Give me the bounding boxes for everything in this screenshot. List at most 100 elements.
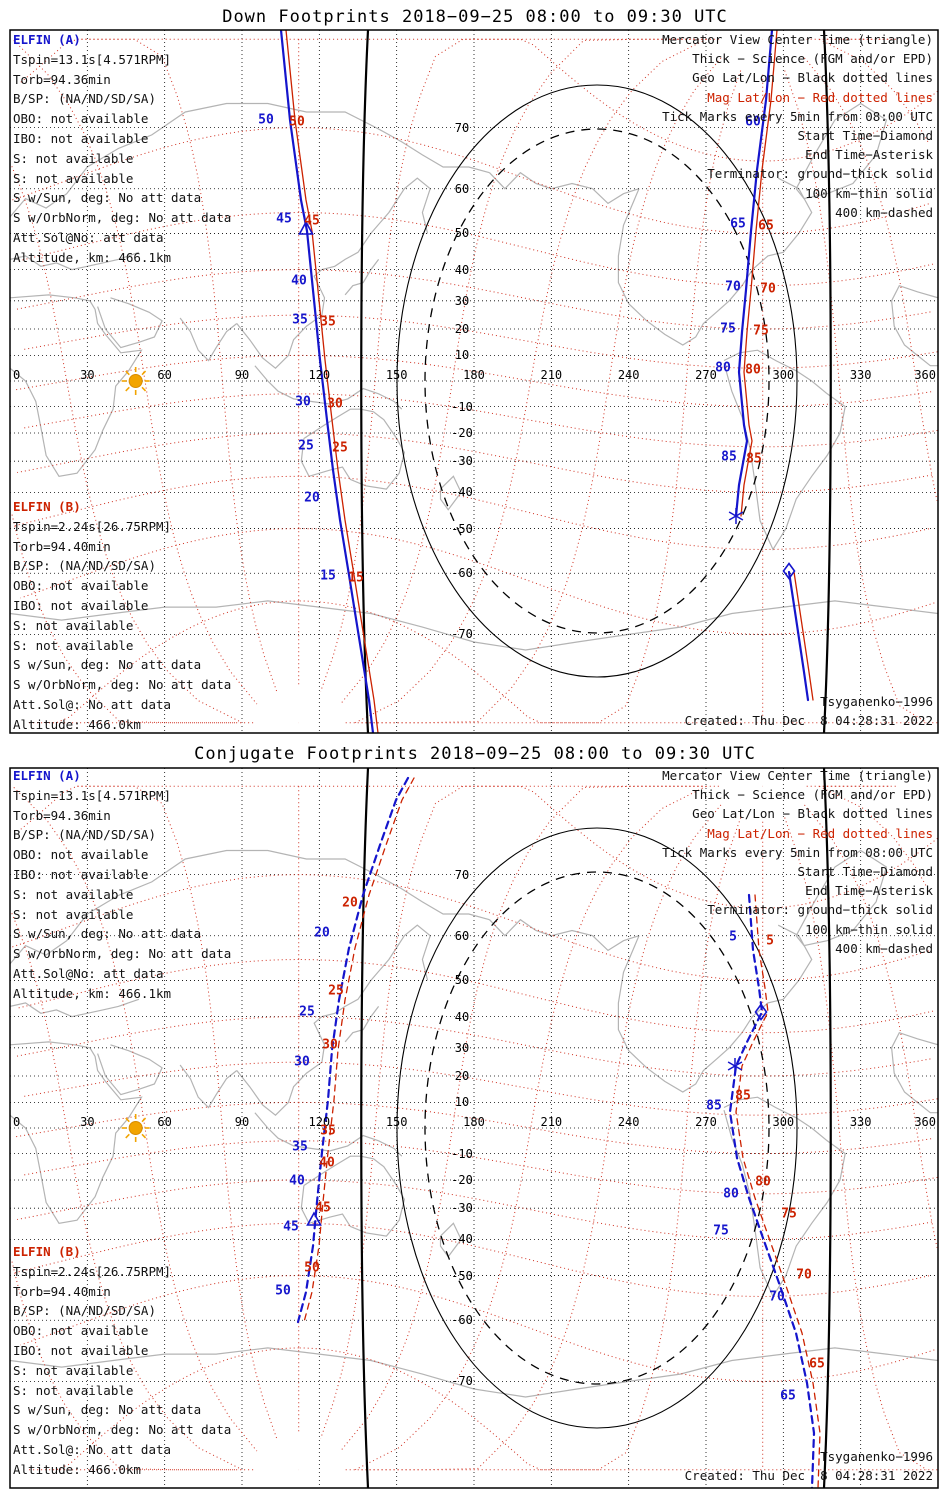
mag-grid-line — [355, 38, 707, 724]
end-time-asterisk — [728, 508, 744, 524]
mag-grid-line — [359, 804, 722, 1471]
mag-grid-line — [342, 817, 742, 1471]
mag-grid-line — [20, 1275, 299, 1346]
end-time-asterisk — [727, 1058, 743, 1074]
center-time-triangle — [306, 1211, 322, 1226]
elfin-a-footprint-east — [734, 30, 774, 518]
mag-grid-line — [11, 127, 299, 201]
terminator-100km-oval — [396, 84, 798, 678]
mag-grid-line — [298, 432, 932, 493]
coastline — [10, 251, 140, 271]
sun-icon — [121, 367, 150, 395]
panel-border — [9, 767, 939, 1489]
coastline — [795, 102, 888, 200]
coastline — [321, 924, 431, 1018]
coastline — [617, 924, 813, 1093]
mag-grid-line — [298, 314, 938, 369]
coastline — [344, 259, 380, 296]
mag-grid-line — [298, 1275, 935, 1382]
mag-grid-line — [14, 1222, 299, 1274]
mag-grid-line — [342, 70, 742, 724]
coastline — [300, 1155, 406, 1237]
start-time-diamond — [754, 1003, 768, 1021]
coastline — [179, 317, 238, 362]
mag-grid-line — [13, 787, 258, 1452]
mag-grid-line — [784, 817, 928, 1471]
coastline — [179, 1064, 238, 1109]
mag-grid-line — [77, 785, 278, 1439]
panel-border — [9, 29, 939, 734]
mag-grid-line — [298, 1016, 931, 1077]
start-time-diamond — [782, 562, 796, 580]
mag-grid-line — [14, 1016, 299, 1058]
mag-grid-line — [298, 528, 935, 635]
terminator-ground-line — [360, 30, 370, 733]
coastline — [890, 284, 938, 367]
mag-grid-line — [21, 314, 299, 351]
coastline — [97, 297, 163, 349]
coastline — [439, 475, 462, 511]
coastline — [97, 1044, 163, 1096]
coastline — [10, 998, 140, 1018]
coastline — [617, 177, 813, 346]
coastline — [254, 1112, 403, 1157]
mag-grid-line — [355, 785, 707, 1471]
coastline — [300, 408, 406, 490]
mag-grid-line — [804, 804, 938, 1248]
mag-grid-line — [16, 212, 299, 262]
mag-grid-line — [22, 1140, 299, 1176]
terminator-ground-line — [822, 30, 832, 733]
mag-grid-line — [11, 874, 299, 948]
mag-grid-line — [11, 913, 243, 1471]
mag-grid-line — [359, 57, 722, 724]
mag-grid-line — [14, 269, 299, 311]
mag-grid-line — [16, 959, 299, 1009]
mag-grid-line — [21, 1061, 299, 1098]
coastline — [795, 849, 888, 947]
elfin-b-footprint-start — [793, 571, 814, 701]
mag-grid-line — [19, 38, 299, 84]
mag-grid-line — [15, 1101, 299, 1138]
terminator-400km-oval — [424, 128, 770, 634]
coastline — [723, 1096, 846, 1298]
coastline — [723, 349, 846, 551]
mag-grid-line — [804, 57, 938, 501]
mag-grid-line — [784, 70, 928, 724]
elfin-a-footprint-start — [787, 570, 810, 702]
mag-grid-line — [340, 785, 703, 1452]
terminator-400km-oval — [424, 871, 770, 1385]
coastline — [10, 102, 490, 218]
elfin-a-footprint-west — [279, 30, 375, 733]
elfin-b-footprint-west — [285, 30, 379, 733]
coastline — [10, 849, 490, 965]
mag-grid-line — [320, 38, 719, 692]
elfin-a-conjugate-west — [296, 776, 410, 1324]
coastline — [489, 171, 640, 205]
mag-grid-line — [17, 1179, 299, 1220]
map-layer-conjugate — [10, 768, 938, 1488]
mag-grid-line — [298, 1222, 930, 1298]
mag-grid-line — [11, 166, 243, 724]
terminator-ground-line — [822, 768, 832, 1488]
mag-grid-line — [298, 127, 929, 234]
panel-title-conjugate: Conjugate Footprints 2018−09−25 08:00 to… — [194, 744, 756, 764]
mag-grid-line — [298, 269, 931, 330]
mag-grid-line — [298, 475, 930, 551]
coastline — [236, 269, 326, 370]
center-time-triangle — [298, 220, 314, 235]
mag-grid-line — [298, 1347, 938, 1471]
coastline — [344, 1006, 380, 1043]
mag-grid-line — [14, 475, 299, 527]
mag-grid-line — [819, 38, 930, 144]
coastline — [10, 1041, 143, 1224]
terminator-ground-line — [360, 768, 370, 1488]
map-layer-down — [10, 30, 938, 733]
coastline — [439, 1222, 462, 1258]
panel-title-down: Down Footprints 2018−09−25 08:00 to 09:3… — [222, 7, 728, 27]
terminator-100km-oval — [396, 827, 798, 1429]
mag-grid-line — [819, 785, 930, 891]
mag-grid-line — [298, 874, 929, 981]
mag-grid-line — [298, 38, 938, 162]
